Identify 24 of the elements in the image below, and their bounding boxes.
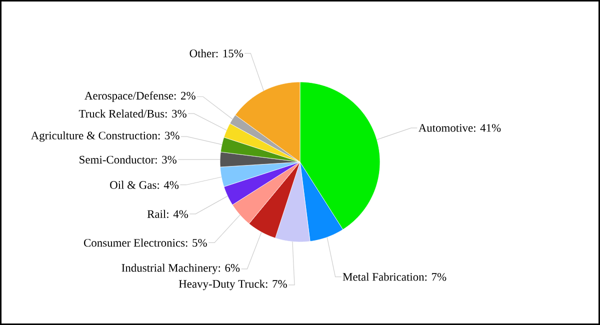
data-label: : 3% [158,132,180,140]
slice-label: Industrial Machinery [122,264,218,274]
slice-label: Semi-Conductor [80,155,154,164]
data-label: : 4% [167,210,188,218]
data-label: : 2% [174,92,196,100]
slice-label: Automotive [418,124,473,132]
slice-label: Rail [147,210,166,218]
data-label: : 7% [425,273,446,281]
data-label: : 3% [155,156,176,164]
data-label: : 4% [158,181,179,189]
data-label: : 41% [474,124,501,132]
slice-label: Oil & Gas [110,180,156,189]
slice-label: Other [190,49,216,58]
slice-label: Aerospace/Defense [84,91,174,102]
slice-label: Metal Fabrication [342,272,424,281]
slice-label: Consumer Electronics [84,238,185,247]
data-label: : 3% [165,110,186,118]
data-label: : 7% [266,280,287,288]
slice-label: Heavy-Duty Truck [178,280,266,290]
data-label: : 5% [186,238,207,247]
slice-label: Truck Related/Bus [78,109,164,118]
data-label: : 15% [216,50,244,58]
slice-label: Agriculture & Construction [30,131,158,142]
data-label: : 6% [218,264,240,272]
